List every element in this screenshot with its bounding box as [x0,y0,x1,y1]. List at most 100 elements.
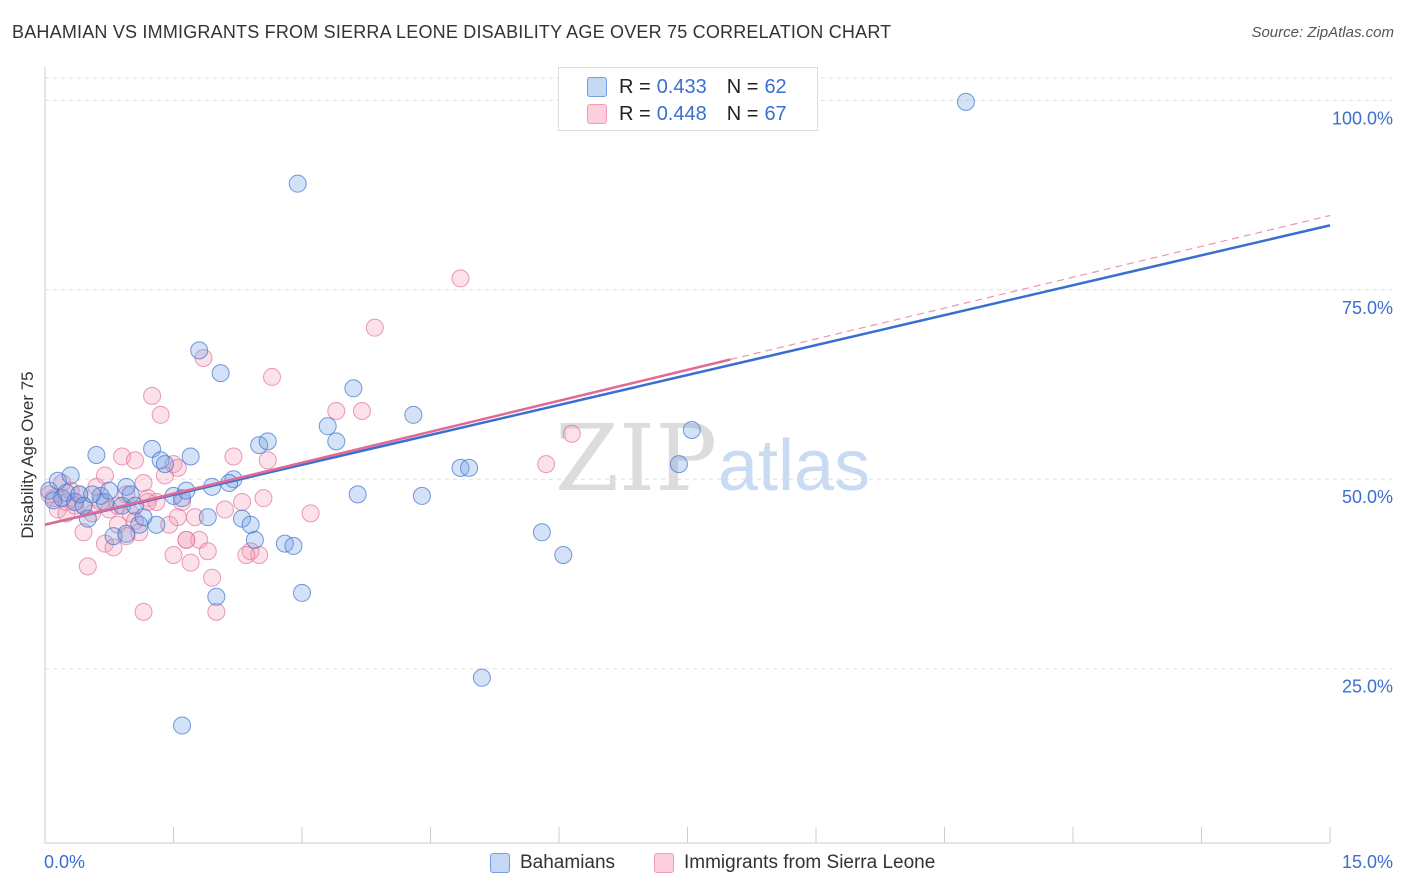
axes [44,67,1331,844]
legend-swatch-pink [654,853,674,873]
bahamian-point [348,485,367,504]
sierra-leone-point [74,523,93,542]
legend-swatch-blue [490,853,510,873]
legend-item-label: Bahamians [520,852,616,873]
sierra-leone-point [143,386,162,405]
sierra-leone-points [40,269,581,621]
bahamian-point [117,524,136,543]
bahamian-point [155,455,174,474]
bahamian-point [70,485,89,504]
y-tick-label: 50.0% [1342,487,1393,507]
bahamian-point [956,92,975,111]
bahamian-point [207,587,226,606]
sierra-leone-point [198,542,217,561]
bahamian-point [258,432,277,451]
sierra-leone-point [263,367,282,386]
legend-swatch-blue [587,77,607,97]
sierra-leone-trend-line [44,358,731,526]
legend-r-label: R = [619,75,651,98]
bahamian-point [293,583,311,602]
sierra-leone-point [327,402,346,421]
legend-r-value: 0.433 [656,75,707,98]
sierra-leone-point [164,546,183,565]
legend-n-value: 62 [764,75,787,98]
bahamian-point [318,417,337,436]
sierra-leone-point [215,500,234,519]
bahamian-point [147,515,166,534]
bahamian-point [211,364,230,383]
bahamian-point [288,174,307,193]
legend-swatch-pink [587,104,607,124]
bahamian-point [61,466,80,485]
bahamian-trend-line [44,224,1331,526]
bahamian-point [100,481,119,500]
bahamian-point [173,716,192,735]
y-tick-label: 75.0% [1342,298,1393,318]
sierra-leone-point [181,553,200,572]
legend-r-label: R = [619,102,651,125]
bahamian-point [404,405,423,424]
sierra-leone-point [134,474,153,493]
watermark-zip: ZIP [555,405,717,512]
y-tick-labels: 25.0% 50.0% 75.0% 100.0% [1332,108,1393,696]
bahamian-point [412,486,431,505]
legend-item-sierra-leone[interactable]: Immigrants from Sierra Leone [654,852,935,874]
sierra-leone-point [365,318,384,337]
sierra-leone-point [254,489,273,508]
sierra-leone-point [250,546,269,565]
sierra-leone-point [233,492,252,511]
sierra-leone-point [224,447,243,466]
legend-row-sierra-leone: R = 0.448 N = 67 [587,102,787,126]
x-tick-label-min: 0.0% [44,852,86,872]
correlation-legend: R = 0.433 N = 62 R = 0.448 N = 67 [558,67,818,131]
source-label: Source: ZipAtlas.com [1251,24,1394,41]
sierra-leone-point [451,269,470,288]
bahamian-points [40,92,975,735]
bahamian-point [83,485,102,504]
bahamian-point [554,546,573,565]
bahamian-point [327,432,346,451]
legend-item-label: Immigrants from Sierra Leone [684,852,936,873]
sierra-leone-point [203,568,222,587]
sierra-leone-point [301,504,320,523]
sierra-leone-point [177,530,196,549]
bahamian-point [198,508,217,527]
bahamian-point [181,447,200,466]
bahamian-point [241,515,260,534]
bahamian-point [245,530,264,549]
y-tick-label: 25.0% [1342,677,1393,697]
legend-r-value: 0.448 [656,102,707,125]
bahamian-point [460,458,479,477]
legend-item-bahamians[interactable]: Bahamians [490,852,615,874]
series-legend: Bahamians Immigrants from Sierra Leone [0,852,1406,876]
chart-title: BAHAMIAN VS IMMIGRANTS FROM SIERRA LEONE… [12,22,892,42]
sierra-leone-point [168,508,187,527]
sierra-leone-point [207,602,226,621]
watermark: ZIP atlas [555,405,870,512]
sierra-leone-point [95,466,114,485]
x-tick-label-max: 15.0% [1341,852,1393,872]
legend-n-value: 67 [764,102,787,125]
sierra-leone-point [151,405,170,424]
bahamian-point [344,379,363,398]
trend-lines [44,214,1331,526]
sierra-leone-point [125,451,144,470]
legend-row-bahamians: R = 0.433 N = 62 [587,75,787,99]
sierra-leone-point [78,557,97,576]
sierra-leone-point [134,602,153,621]
bahamian-point [284,536,303,555]
bahamian-point [682,420,701,439]
sierra-leone-point [562,424,581,443]
sierra-leone-point [352,402,371,421]
legend-n-label: N = [726,102,759,125]
sierra-leone-point [237,546,256,565]
bahamian-point [250,436,269,455]
sierra-leone-point [537,455,556,474]
legend-n-label: N = [726,75,759,98]
sierra-leone-point [258,451,277,470]
sierra-leone-point [185,508,204,527]
sierra-leone-trend-extension [730,214,1331,361]
bahamian-point [532,523,551,542]
y-tick-label: 100.0% [1332,108,1393,128]
